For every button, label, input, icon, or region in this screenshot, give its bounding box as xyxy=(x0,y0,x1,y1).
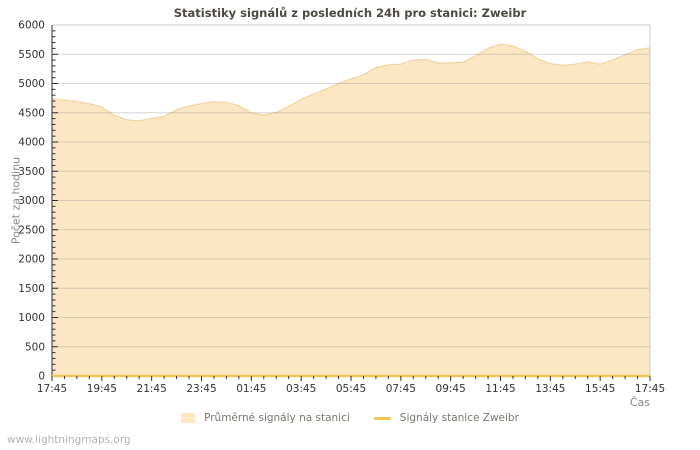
x-tick-label: 05:45 xyxy=(336,383,366,395)
y-tick-label: 6000 xyxy=(18,20,45,32)
legend-label-station: Signály stanice Zweibr xyxy=(399,412,519,424)
y-tick-label: 5500 xyxy=(18,49,45,61)
y-tick-label: 0 xyxy=(38,371,45,383)
y-tick-label: 2500 xyxy=(18,224,45,236)
y-tick-label: 3500 xyxy=(18,166,45,178)
x-tick-label: 15:45 xyxy=(585,383,615,395)
legend-item-average: Průměrné signály na stanici xyxy=(181,412,350,424)
area-series xyxy=(52,44,650,377)
x-tick-label: 03:45 xyxy=(286,383,316,395)
x-tick-label: 13:45 xyxy=(535,383,565,395)
x-tick-label: 23:45 xyxy=(186,383,216,395)
legend-swatch-line xyxy=(373,416,391,420)
x-tick-label: 07:45 xyxy=(386,383,416,395)
y-tick-label: 3000 xyxy=(18,195,45,207)
x-tick-label: 17:45 xyxy=(37,383,67,395)
x-tick-label: 09:45 xyxy=(436,383,466,395)
x-tick-label: 01:45 xyxy=(236,383,266,395)
y-tick-label: 1500 xyxy=(18,283,45,295)
y-tick-label: 5000 xyxy=(18,78,45,90)
x-tick-label: 17:45 xyxy=(635,383,665,395)
y-tick-label: 1000 xyxy=(18,312,45,324)
y-tick-label: 4000 xyxy=(18,137,45,149)
chart-legend: Průměrné signály na stanici Signály stan… xyxy=(0,412,700,424)
watermark-link: www.lightningmaps.org xyxy=(7,434,131,446)
legend-swatch-area xyxy=(181,413,196,423)
x-tick-label: 11:45 xyxy=(485,383,515,395)
x-tick-label: 21:45 xyxy=(137,383,167,395)
area-series-outline xyxy=(51,43,651,122)
y-tick-label: 4500 xyxy=(18,107,45,119)
y-tick-label: 500 xyxy=(25,341,45,353)
x-tick-label: 19:45 xyxy=(87,383,117,395)
x-axis-title: Čas xyxy=(629,396,650,409)
legend-label-average: Průměrné signály na stanici xyxy=(204,412,350,424)
legend-item-station: Signály stanice Zweibr xyxy=(373,412,519,424)
chart-title: Statistiky signálů z posledních 24h pro … xyxy=(173,6,527,20)
y-tick-label: 2000 xyxy=(18,254,45,266)
